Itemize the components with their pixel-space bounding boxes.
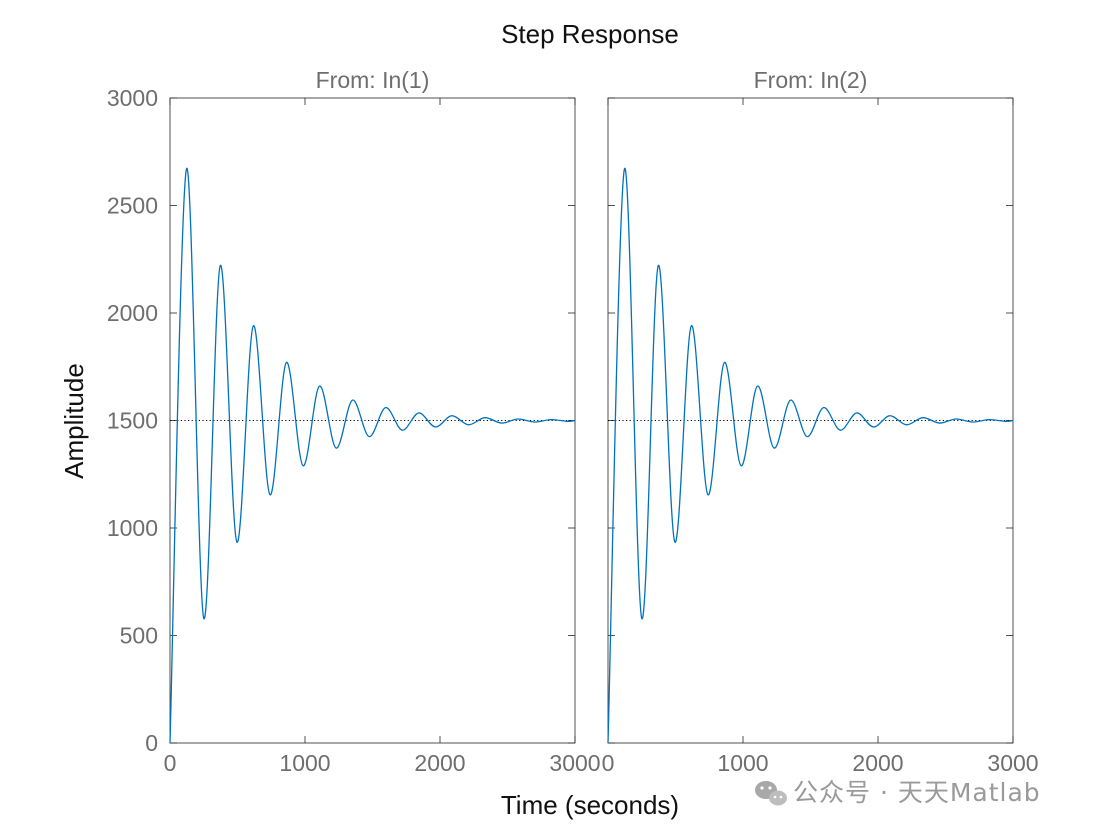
x-tick-label: 3000 — [987, 750, 1038, 776]
y-tick-label: 500 — [120, 623, 158, 649]
y-tick-label: 0 — [145, 730, 158, 756]
wechat-icon — [755, 781, 787, 806]
subplot-1: From: In(1) 0 1000 2000 3000 0 500 1000 1500 2000… — [107, 67, 601, 776]
y-tick-label: 2500 — [107, 193, 158, 219]
y-tick-label: 1000 — [107, 515, 158, 541]
response-line — [169, 168, 576, 744]
x-tick-label: 1000 — [279, 750, 330, 776]
x-axis-label: Time (seconds) — [501, 790, 679, 820]
y-axis-label: Amplitude — [59, 363, 89, 479]
x-tick-label: 3000 — [549, 750, 600, 776]
x-tick-label: 1000 — [717, 750, 768, 776]
response-line — [607, 168, 1014, 744]
subplot-2: From: In(2) 0 1000 2000 3000 — [602, 67, 1039, 776]
panel-title: From: In(1) — [316, 67, 430, 93]
y-tick-label: 1500 — [107, 408, 158, 434]
x-tick-label: 0 — [602, 750, 615, 776]
panel-title: From: In(2) — [754, 67, 868, 93]
y-tick-label: 3000 — [107, 85, 158, 111]
y-tick-label: 2000 — [107, 300, 158, 326]
watermark: 公众号 · 天天Matlab — [755, 778, 1041, 807]
chart-title: Step Response — [501, 19, 679, 49]
x-tick-label: 2000 — [852, 750, 903, 776]
watermark-text: 公众号 · 天天Matlab — [793, 778, 1041, 807]
subplot-panels: From: In(1)0 1000 2000 30000500100015002000… — [107, 67, 1039, 776]
x-tick-label: 2000 — [414, 750, 465, 776]
x-tick-label: 0 — [164, 750, 177, 776]
